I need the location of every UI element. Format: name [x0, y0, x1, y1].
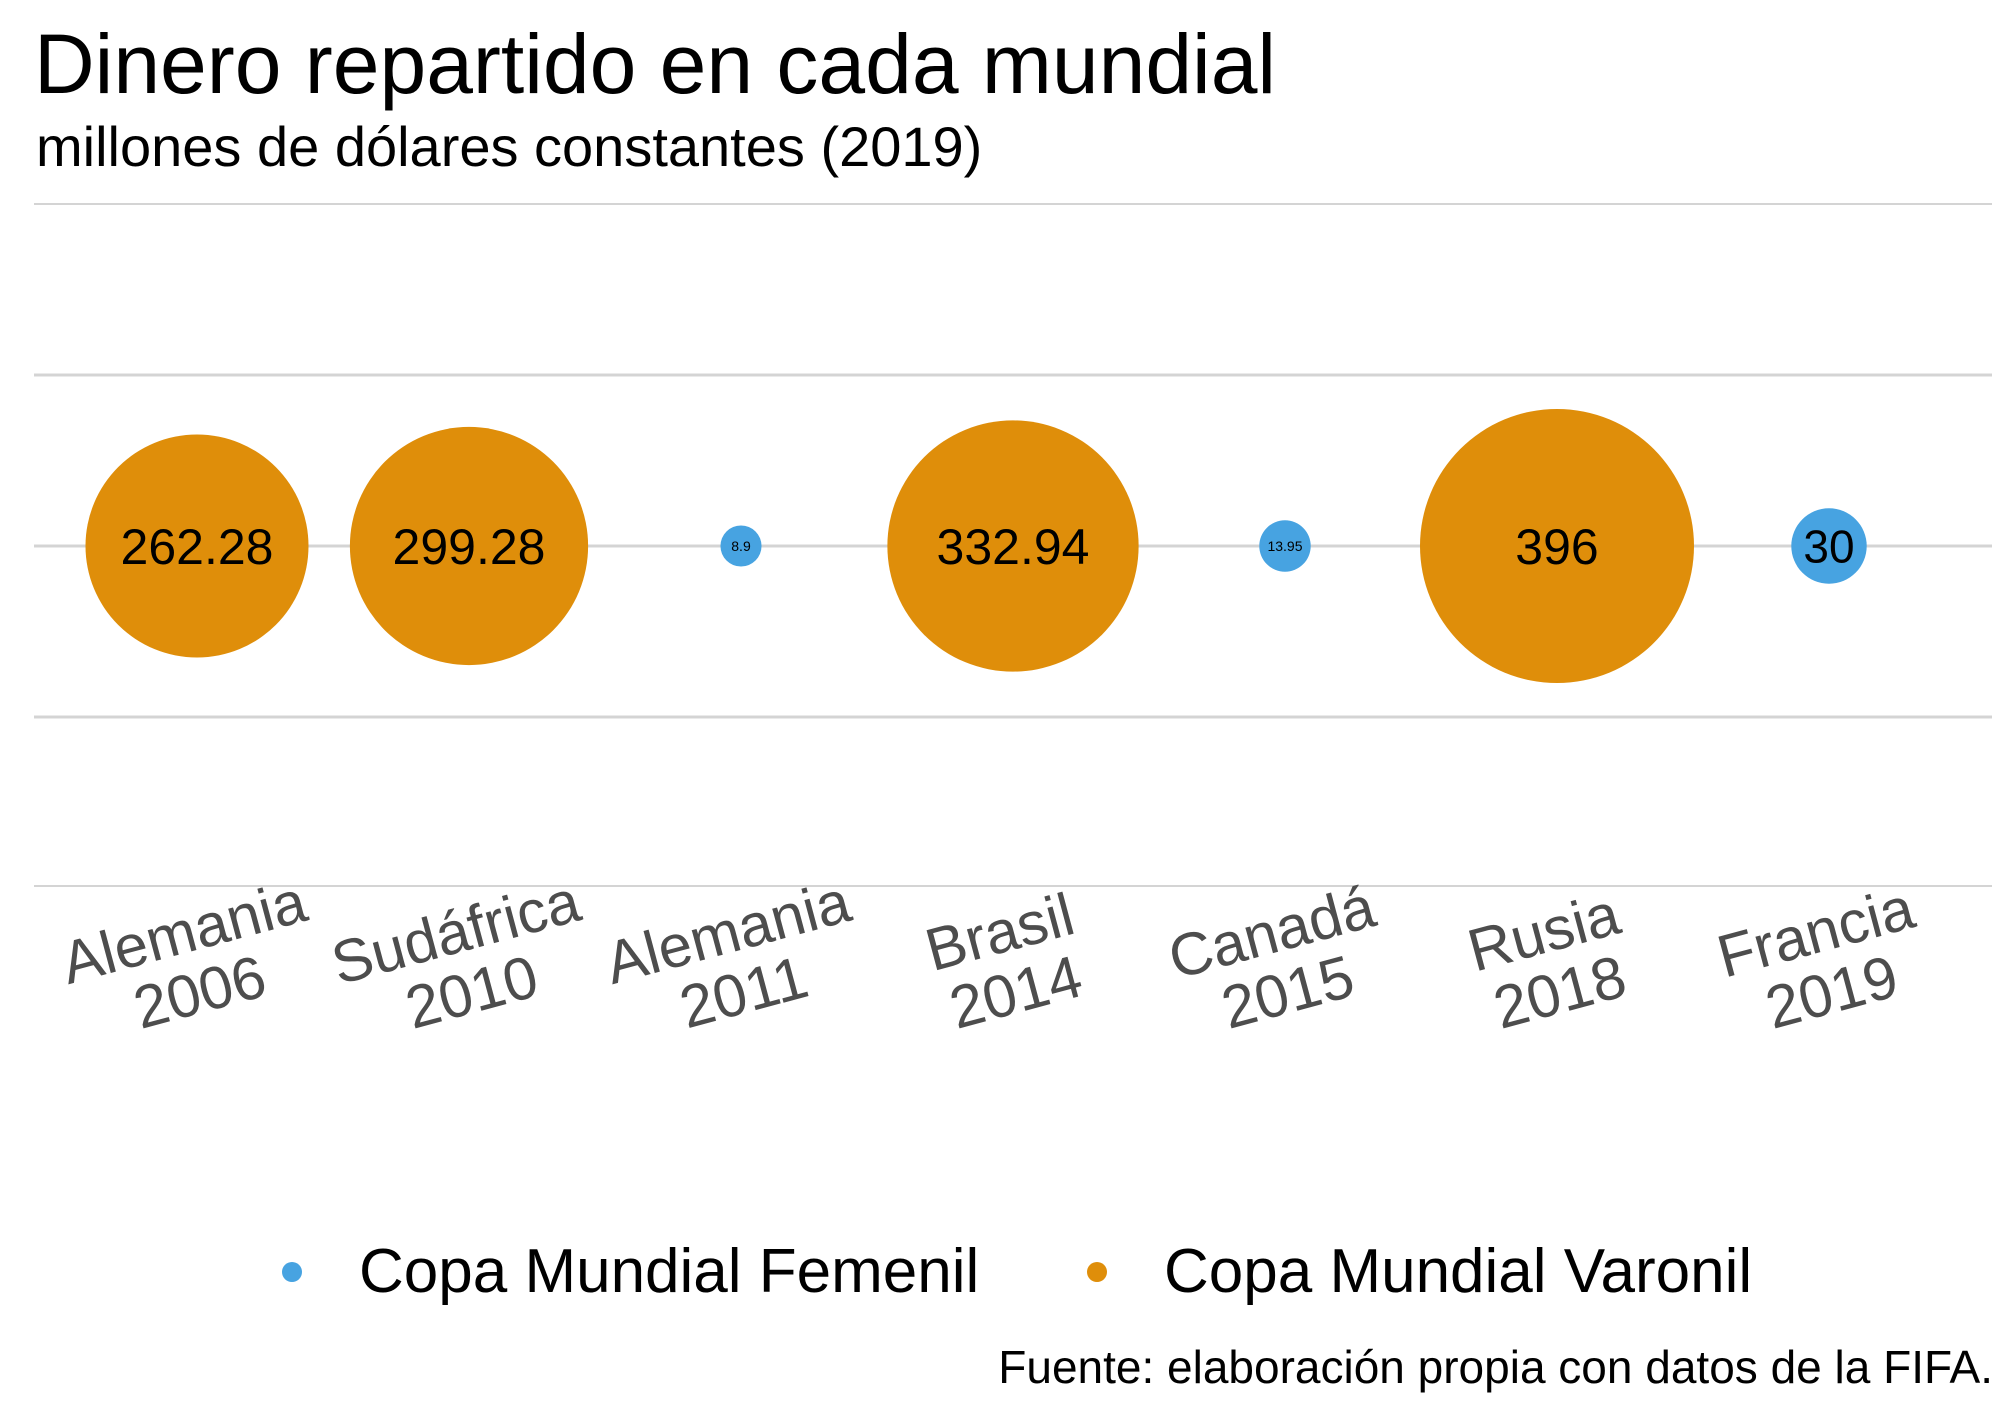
- chart-subtitle: millones de dólares constantes (2019): [36, 115, 983, 178]
- bubble-value-label: 8.9: [731, 538, 751, 554]
- bubble: [720, 525, 762, 567]
- bubble: [1259, 520, 1311, 572]
- chart-source: Fuente: elaboración propia con datos de …: [998, 1341, 1993, 1393]
- chart-title: Dinero repartido en cada mundial: [34, 17, 1277, 111]
- bubble-value-label: 299.28: [393, 519, 546, 575]
- bubble-value-label: 332.94: [937, 519, 1090, 575]
- legend-label: Copa Mundial Varonil: [1164, 1237, 1752, 1306]
- bubble-value-label: 262.28: [121, 519, 274, 575]
- legend-marker: [282, 1262, 302, 1282]
- bubble-value-label: 396: [1515, 519, 1598, 575]
- bubble: [1791, 508, 1867, 584]
- bubble-value-label: 30: [1803, 521, 1854, 573]
- bubble: [349, 426, 589, 666]
- bubble: [887, 420, 1139, 672]
- bubble: [1420, 409, 1694, 683]
- bubble: [85, 434, 309, 658]
- legend-label: Copa Mundial Femenil: [359, 1237, 979, 1306]
- bubble-value-label: 13.95: [1267, 538, 1302, 554]
- legend-marker: [1087, 1262, 1107, 1282]
